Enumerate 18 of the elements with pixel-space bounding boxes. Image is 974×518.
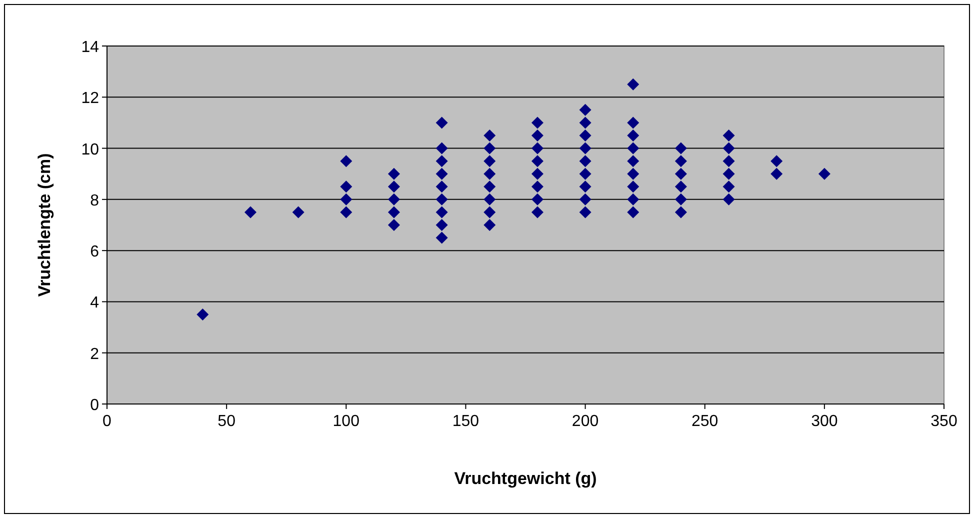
x-tick-label: 100	[332, 413, 360, 430]
y-tick-label: 10	[81, 141, 100, 158]
x-tick-label: 150	[452, 413, 480, 430]
x-tick-label: 50	[218, 413, 236, 430]
y-tick-label: 2	[90, 346, 100, 363]
y-tick-label: 8	[90, 192, 100, 210]
y-tick-label: 6	[90, 244, 100, 261]
y-tick-label: 0	[90, 397, 100, 414]
x-tick-label: 0	[102, 413, 112, 430]
x-tick-label: 200	[572, 413, 599, 430]
x-axis-title: Vruchtgewicht (g)	[454, 469, 597, 488]
x-tick-label: 350	[930, 413, 958, 430]
y-tick-label: 4	[90, 294, 100, 312]
y-tick-label: 14	[81, 39, 100, 56]
x-tick-label: 300	[811, 413, 838, 430]
x-tick-label: 250	[692, 413, 718, 430]
y-axis-title: Vruchtlengte (cm)	[35, 153, 54, 297]
y-tick-label: 12	[81, 90, 100, 108]
